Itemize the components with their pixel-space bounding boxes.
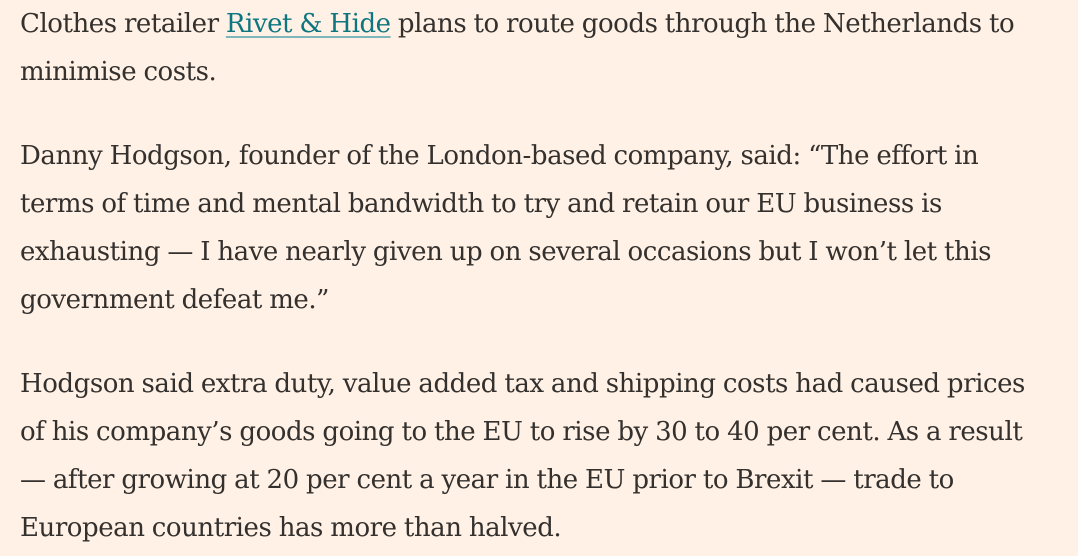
rivet-and-hide-link[interactable]: Rivet & Hide: [225, 9, 391, 39]
paragraph-3-line-2: of his company’s goods going to the EU t…: [20, 417, 1023, 447]
paragraph-1-line-1: Clothes retailer Rivet & Hide plans to r…: [20, 0, 1075, 48]
paragraph-2-line-3: exhausting — I have nearly given up on s…: [20, 237, 992, 267]
paragraph-1-text-before-link: Clothes retailer: [20, 9, 226, 39]
paragraph-2-line-1: Danny Hodgson, founder of the London-bas…: [20, 141, 979, 171]
paragraph-1-text-after-link: plans to route goods through the Netherl…: [390, 9, 1015, 39]
paragraph-hodgson-quote: Danny Hodgson, founder of the London-bas…: [20, 132, 1075, 324]
paragraph-3-line-3: — after growing at 20 per cent a year in…: [20, 465, 954, 495]
paragraph-prices-and-trade: Hodgson said extra duty, value added tax…: [20, 360, 1075, 552]
paragraph-3-line-1: Hodgson said extra duty, value added tax…: [20, 369, 1025, 399]
paragraph-1-line-2: minimise costs.: [20, 57, 217, 87]
paragraph-3-line-4: European countries has more than halved.: [20, 513, 562, 543]
paragraph-rivet-and-hide: Clothes retailer Rivet & Hide plans to r…: [20, 0, 1075, 96]
paragraph-2-line-2: terms of time and mental bandwidth to tr…: [20, 189, 942, 219]
paragraph-2-line-4: government defeat me.”: [20, 285, 329, 315]
